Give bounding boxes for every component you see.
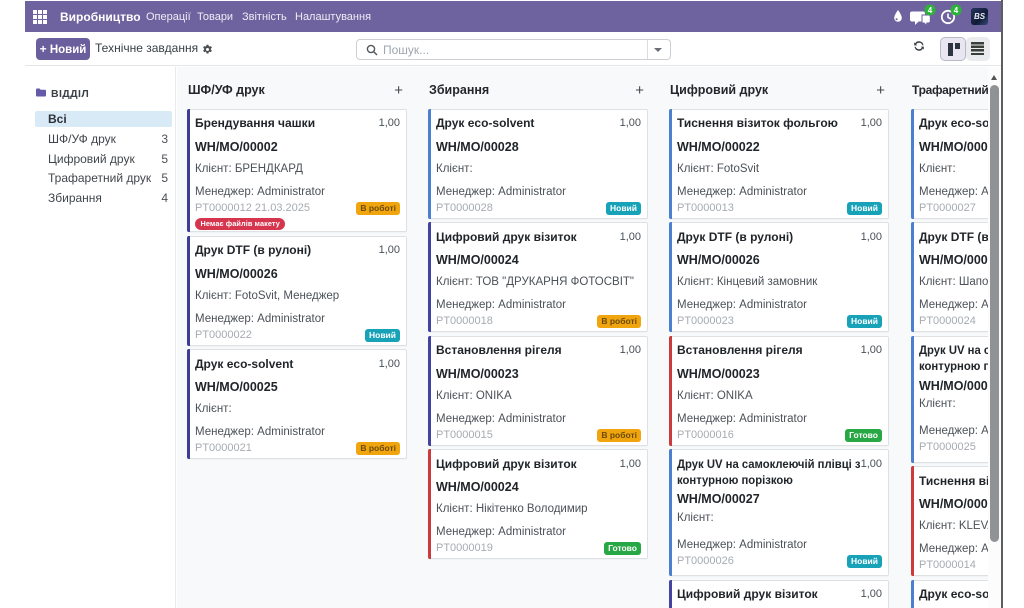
- svg-text:4: 4: [954, 6, 959, 15]
- svg-text:4: 4: [928, 6, 933, 15]
